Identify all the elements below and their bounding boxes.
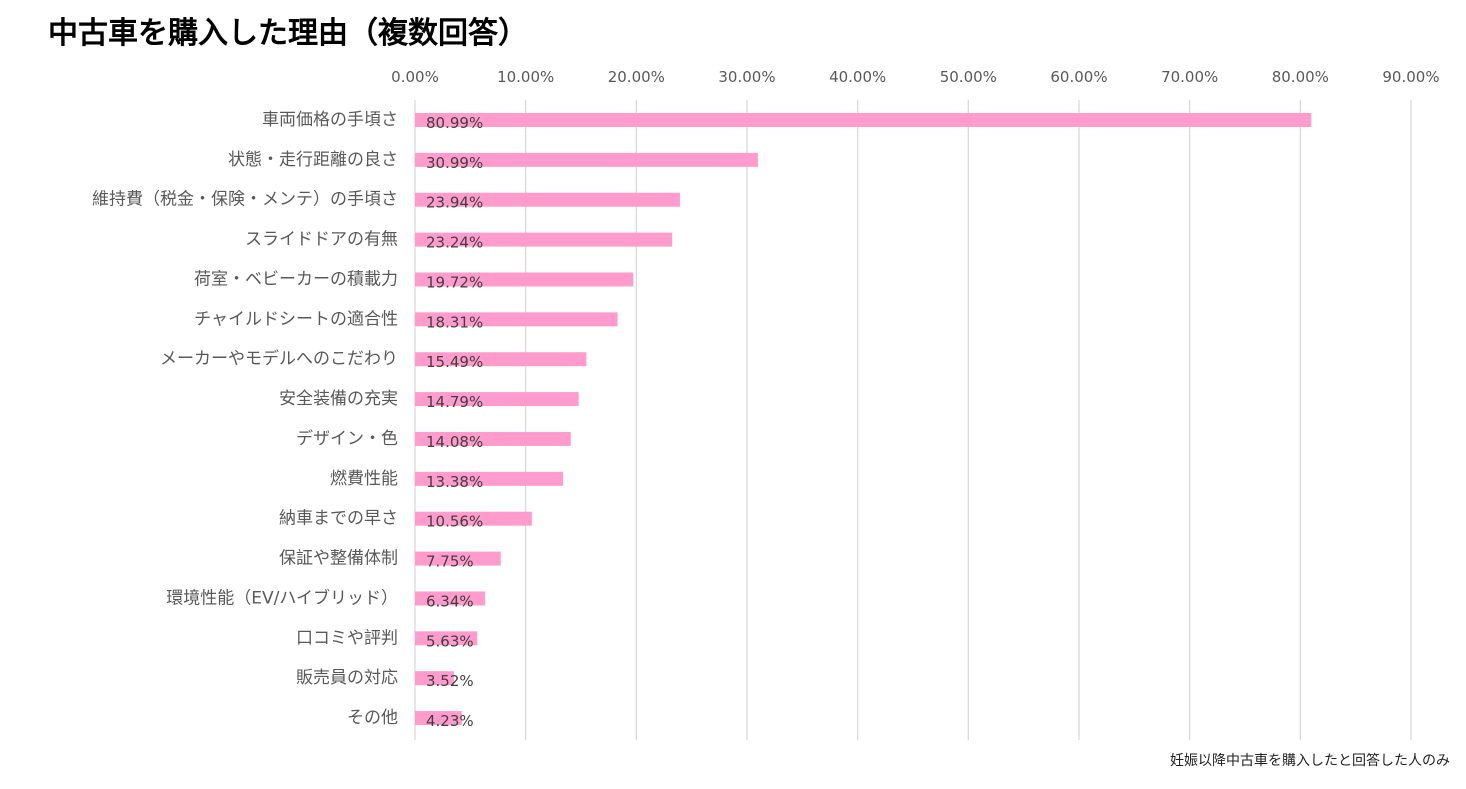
x-tick-label: 50.00% [940, 68, 997, 86]
x-tick-label: 80.00% [1272, 68, 1329, 86]
data-label: 19.72% [426, 273, 483, 291]
data-label: 14.08% [426, 433, 483, 451]
category-label: 環境性能（EV/ハイブリッド） [166, 587, 398, 608]
data-label: 23.24% [426, 234, 483, 252]
data-label: 7.75% [426, 553, 474, 571]
category-label: 荷室・ベビーカーの積載力 [194, 269, 398, 289]
x-tick-label: 10.00% [497, 68, 554, 86]
x-tick-label: 90.00% [1382, 68, 1439, 86]
footnote: 妊娠以降中古車を購入したと回答した人のみ [1170, 753, 1450, 769]
category-label: 燃費性能 [330, 469, 398, 489]
bar [415, 471, 564, 486]
bar [415, 232, 673, 247]
x-tick-label: 60.00% [1050, 68, 1107, 86]
category-labels: 車両価格の手頃さ状態・走行距離の良さ維持費（税金・保険・メンテ）の手頃さスライド… [92, 110, 398, 728]
data-label: 14.79% [426, 393, 483, 411]
data-label: 80.99% [426, 114, 483, 132]
data-label: 5.63% [426, 632, 474, 650]
bar [415, 192, 680, 207]
category-label: チャイルドシートの適合性 [194, 309, 398, 329]
category-label: 納車までの早さ [279, 509, 398, 529]
bar [415, 551, 501, 566]
category-label: 安全装備の充実 [279, 389, 398, 409]
x-tick-label: 30.00% [718, 68, 775, 86]
category-label: 状態・走行距離の良さ [228, 150, 398, 170]
bar [415, 671, 454, 686]
bar [415, 352, 587, 367]
category-label: 販売員の対応 [296, 668, 398, 688]
category-label: 保証や整備体制 [279, 549, 398, 569]
bar [415, 272, 634, 287]
x-tick-label: 0.00% [391, 68, 439, 86]
data-label: 4.23% [426, 712, 474, 730]
category-label: デザイン・色 [296, 428, 398, 449]
bar [415, 431, 571, 446]
category-label: 口コミや評判 [296, 628, 398, 648]
category-label: スライドドアの有無 [245, 230, 398, 250]
bar [415, 152, 758, 167]
chart-title: 中古車を購入した理由（複数回答） [48, 16, 528, 51]
data-label: 30.99% [426, 154, 483, 172]
bars [415, 113, 1312, 726]
x-tick-label: 40.00% [829, 68, 886, 86]
data-label: 10.56% [426, 513, 483, 531]
x-axis-tick-labels: 0.00% 10.00% 20.00% 30.00% 40.00% 50.00% 60.00… [391, 68, 1439, 86]
bar [415, 392, 579, 407]
category-label: その他 [347, 708, 398, 728]
bar [415, 591, 486, 606]
bar [415, 113, 1312, 127]
x-tick-label: 20.00% [608, 68, 665, 86]
bar [415, 312, 618, 327]
bar [415, 511, 532, 526]
x-tick-label: 70.00% [1161, 68, 1218, 86]
bar [415, 631, 478, 646]
category-label: 車両価格の手頃さ [262, 110, 398, 130]
data-label: 3.52% [426, 672, 474, 690]
bar [415, 711, 462, 726]
data-label: 15.49% [426, 353, 483, 371]
data-label: 23.94% [426, 194, 483, 212]
data-labels: 80.99% 30.99% 23.94% 23.24% 19.72% 18.31% 15.4… [426, 114, 483, 730]
data-label: 6.34% [426, 592, 474, 610]
category-label: 維持費（税金・保険・メンテ）の手頃さ [92, 190, 398, 210]
data-label: 18.31% [426, 313, 483, 331]
data-label: 13.38% [426, 473, 483, 491]
category-label: メーカーやモデルへのこだわり [160, 348, 398, 369]
